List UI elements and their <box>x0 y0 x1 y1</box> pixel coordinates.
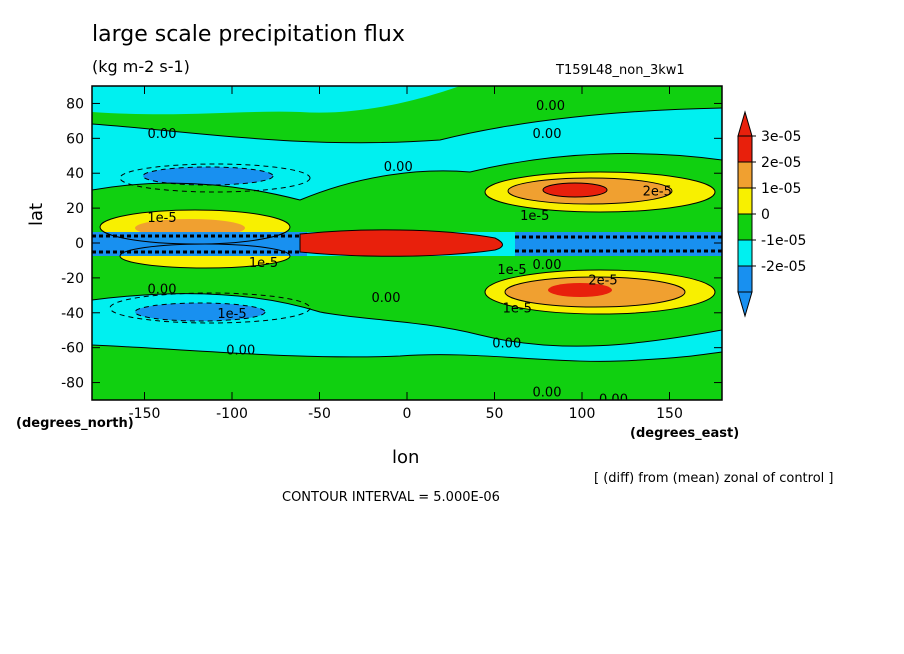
blue-pocket-south <box>135 303 265 321</box>
contour-line <box>92 107 722 144</box>
green-region-southarctic <box>92 345 722 400</box>
contour-label: 2e-5 <box>643 185 672 200</box>
x-tick-label: 100 <box>569 406 596 422</box>
contour-label: 0.00 <box>148 282 177 297</box>
contour-label: 0.00 <box>536 99 565 114</box>
colorbar-label: 2e-05 <box>761 155 801 171</box>
colorbar-swatch <box>737 135 753 163</box>
contour-label: 0.00 <box>148 127 177 142</box>
colorbar: 3e-05 2e-05 1e-05 0 -1e-05 -2e-05 <box>737 110 806 318</box>
x-axis: -150 -100 -50 0 50 100 150 <box>129 86 683 422</box>
contour-lines <box>92 107 722 362</box>
chart-units: (kg m-2 s-1) <box>92 57 190 76</box>
contour-interval: CONTOUR INTERVAL = 5.000E-06 <box>282 490 500 505</box>
x-tick-label: 50 <box>486 406 504 422</box>
x-tick-label: -100 <box>216 406 248 422</box>
contour-line <box>542 182 608 198</box>
contour-labels: 0.00 0.00 0.00 0.00 1e-5 2e-5 1e-5 1e-5 1e-5 0.00… <box>147 99 672 414</box>
contour-label: 1e-5 <box>520 209 549 224</box>
equatorial-red-band <box>300 229 503 257</box>
y-tick-label: -80 <box>61 376 84 392</box>
diff-note: [ (diff) from (mean) zonal of control ] <box>594 471 834 486</box>
red-core-south-east <box>548 283 612 297</box>
y-tick-label: -40 <box>61 306 84 322</box>
x-tick-label: 150 <box>656 406 683 422</box>
contour-label: 1e-5 <box>217 307 246 322</box>
colorbar-label: -1e-05 <box>761 233 806 249</box>
colorbar-swatch <box>737 187 753 215</box>
contour-label: 0.00 <box>533 127 562 142</box>
contour-line <box>299 229 503 257</box>
contour-line <box>119 243 291 269</box>
run-label: T159L48_non_3kw1 <box>556 63 685 78</box>
x-axis-units: (degrees_east) <box>630 426 740 441</box>
contour-line <box>92 293 722 347</box>
colorbar-swatch <box>737 161 753 189</box>
negative-contour <box>142 166 274 186</box>
red-core-north-east <box>543 183 607 197</box>
x-tick-label: -50 <box>308 406 331 422</box>
colorbar-swatch <box>737 265 753 293</box>
x-tick-label: 0 <box>403 406 412 422</box>
contour-line <box>484 269 716 315</box>
y-axis-units: (degrees_north) <box>16 416 134 431</box>
contour-label: 1e-5 <box>249 256 278 271</box>
colorbar-swatch <box>737 239 753 267</box>
colorbar-arrow-bottom <box>737 291 753 318</box>
plot-area: 0.00 0.00 0.00 0.00 1e-5 2e-5 1e-5 1e-5 1e-5 0.00… <box>92 86 722 414</box>
y-axis: 80 60 40 20 0 -20 -40 -60 -80 <box>61 96 722 392</box>
contour-label: 0.00 <box>372 291 401 306</box>
y-tick-label: 20 <box>66 201 84 217</box>
colorbar-label: 0 <box>761 207 770 223</box>
colorbar-arrow-top <box>737 110 753 137</box>
contour-label: 0.00 <box>599 392 628 407</box>
contour-label: 1e-5 <box>497 263 526 278</box>
contour-label: 0.00 <box>533 385 562 400</box>
contour-line <box>92 153 722 201</box>
contour-line <box>504 276 686 308</box>
colorbar-label: 3e-05 <box>761 129 801 145</box>
chart-title: large scale precipitation flux <box>92 22 405 47</box>
negative-contour <box>134 302 266 322</box>
negative-contour <box>109 292 311 324</box>
contour-label: 0.00 <box>533 258 562 273</box>
contour-line <box>92 344 722 362</box>
y-tick-label: 80 <box>66 96 84 112</box>
contour-line <box>484 171 716 213</box>
contour-line <box>507 177 673 205</box>
contour-label: 1e-5 <box>147 211 176 226</box>
colorbar-label: 1e-05 <box>761 181 801 197</box>
y-tick-label: 60 <box>66 131 84 147</box>
x-axis-label: lon <box>392 447 420 468</box>
negative-contour <box>119 163 311 193</box>
y-tick-label: 0 <box>75 236 84 252</box>
colorbar-label: -2e-05 <box>761 259 806 275</box>
y-tick-label: -20 <box>61 271 84 287</box>
contour-label: 0.00 <box>349 399 378 414</box>
y-axis-label: lat <box>26 202 47 226</box>
green-region-north <box>92 86 722 143</box>
contour-label: 2e-5 <box>588 274 617 289</box>
x-tick-label: -150 <box>129 406 161 422</box>
contour-label: 1e-5 <box>503 302 532 317</box>
y-tick-label: 40 <box>66 166 84 182</box>
contour-label: 0.00 <box>226 343 255 358</box>
equatorial-negative-band-east <box>515 232 722 256</box>
y-tick-label: -60 <box>61 341 84 357</box>
negative-contours <box>109 163 311 324</box>
colorbar-swatch <box>737 213 753 241</box>
blue-pocket-north <box>143 167 273 185</box>
contour-label: 0.00 <box>492 336 521 351</box>
contour-label: 0.00 <box>384 160 413 175</box>
